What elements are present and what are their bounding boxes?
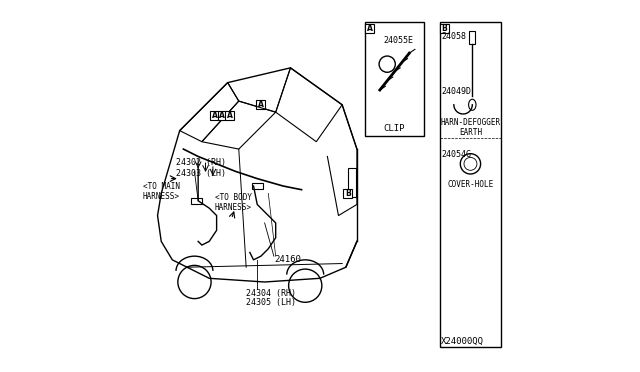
Text: 24304 (RH): 24304 (RH) — [246, 289, 296, 298]
Text: A: A — [258, 100, 264, 109]
Text: 24160: 24160 — [274, 255, 301, 264]
FancyBboxPatch shape — [365, 24, 374, 33]
Text: 24055E: 24055E — [383, 36, 413, 45]
Text: 24058: 24058 — [442, 32, 467, 41]
FancyBboxPatch shape — [343, 189, 352, 198]
Ellipse shape — [468, 99, 476, 110]
Bar — [348, 167, 356, 197]
Bar — [469, 31, 476, 44]
Bar — [191, 198, 202, 204]
Text: X24000QQ: X24000QQ — [441, 337, 484, 346]
Text: 24302 (RH): 24302 (RH) — [176, 157, 226, 167]
Bar — [252, 183, 263, 189]
Text: 24049D: 24049D — [442, 87, 472, 96]
Text: 24054G: 24054G — [442, 150, 472, 159]
Text: <TO BODY
HARNESS>: <TO BODY HARNESS> — [215, 193, 252, 212]
Text: 24305 (LH): 24305 (LH) — [246, 298, 296, 307]
Text: HARN-DEFOGGER
EARTH: HARN-DEFOGGER EARTH — [440, 118, 500, 137]
Text: <TO MAIN
HARNESS>: <TO MAIN HARNESS> — [143, 182, 180, 201]
FancyBboxPatch shape — [225, 112, 234, 120]
Text: A: A — [227, 111, 232, 121]
Text: B: B — [442, 24, 447, 33]
Text: B: B — [345, 189, 351, 198]
FancyBboxPatch shape — [218, 112, 227, 120]
Text: 24303 (LH): 24303 (LH) — [176, 169, 226, 177]
Text: CLIP: CLIP — [384, 124, 405, 132]
FancyBboxPatch shape — [211, 112, 220, 120]
FancyBboxPatch shape — [440, 24, 449, 33]
Text: COVER-HOLE: COVER-HOLE — [447, 180, 493, 189]
Text: A: A — [220, 111, 225, 121]
Bar — [440, 22, 501, 347]
FancyBboxPatch shape — [257, 100, 266, 109]
Text: A: A — [367, 24, 372, 33]
Text: A: A — [212, 111, 218, 121]
Bar — [365, 22, 424, 136]
